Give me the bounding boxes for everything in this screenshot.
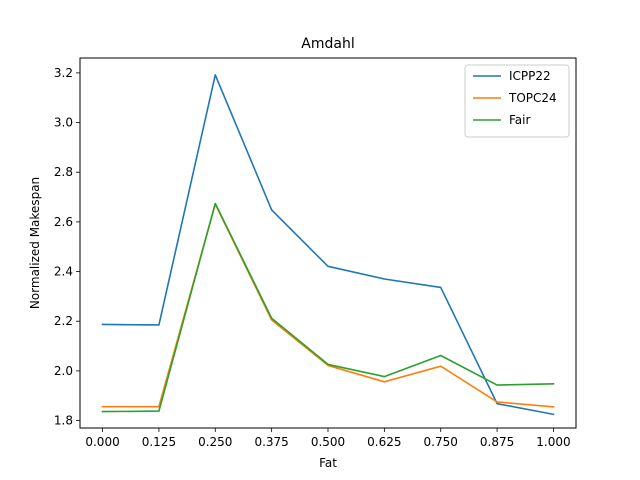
legend-box [464,64,570,138]
chart-title: Amdahl [301,36,354,52]
x-tick-label: 0.000 [85,435,119,449]
legend-entry: TOPC24 [508,91,557,105]
y-tick-label: 3.2 [54,66,73,80]
x-tick-label: 0.125 [142,435,176,449]
legend-entry: Fair [509,113,530,127]
x-tick-label: 0.625 [367,435,401,449]
y-tick-label: 2.6 [54,215,73,229]
y-tick-label: 2.4 [54,265,73,279]
legend-entry: ICPP22 [509,69,551,83]
x-tick-label: 0.750 [424,435,458,449]
x-tick-label: 1.000 [536,435,570,449]
y-tick-label: 2.0 [54,364,73,378]
y-tick-label: 1.8 [54,414,73,428]
y-tick-label: 2.2 [54,314,73,328]
legend: ICPP22 TOPC24 Fair [464,64,570,138]
x-tick-label: 0.375 [254,435,288,449]
y-axis-label: Normalized Makespan [28,177,42,309]
x-tick-label: 0.875 [480,435,514,449]
y-tick-label: 3.0 [54,116,73,130]
series-line-fair [101,202,555,413]
series-line-icpp22 [101,74,555,416]
y-tick-label: 2.8 [54,165,73,179]
plot-area [101,74,555,416]
x-tick-label: 0.500 [311,435,345,449]
x-tick-label: 0.250 [198,435,232,449]
x-axis-label: Fat [319,456,337,470]
